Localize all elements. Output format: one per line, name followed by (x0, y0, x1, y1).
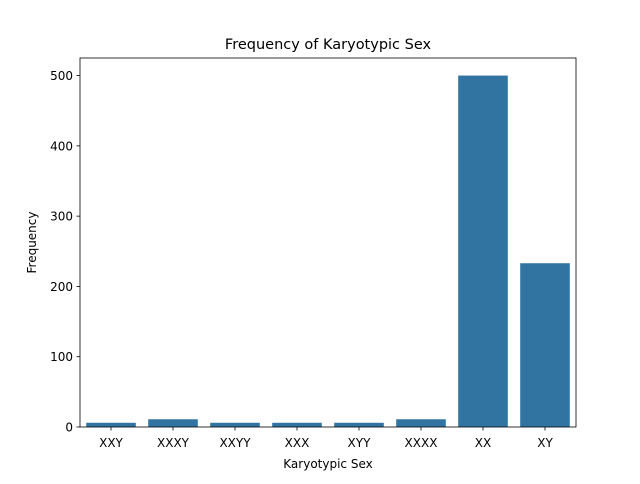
bars-group (86, 75, 570, 427)
y-tick-label: 500 (50, 69, 73, 83)
x-tick-label: XXX (285, 436, 310, 450)
x-tick-label: XY (537, 436, 553, 450)
bar-xy (520, 263, 570, 427)
y-tick-label: 0 (65, 421, 73, 435)
bar-xxyy (210, 422, 260, 427)
x-axis-label: Karyotypic Sex (283, 457, 372, 471)
x-tick-label: XXXX (405, 436, 438, 450)
chart-title: Frequency of Karyotypic Sex (225, 37, 432, 53)
bar-xxx (272, 422, 322, 427)
x-axis-ticks: XXY XXXY XXYY XXX XYY XXXX XX XY (99, 427, 553, 450)
y-axis-label: Frequency (25, 212, 39, 274)
x-tick-label: XXXY (157, 436, 190, 450)
x-tick-label: XXYY (219, 436, 251, 450)
y-tick-label: 100 (50, 350, 73, 364)
bar-xx (458, 75, 508, 427)
x-tick-label: XYY (348, 436, 372, 450)
bar-xxy (86, 422, 136, 427)
plot-frame (79, 57, 577, 428)
x-tick-label: XXY (99, 436, 123, 450)
bar-xxxx (396, 419, 446, 427)
y-tick-label: 300 (50, 210, 73, 224)
bar-xxxy (148, 419, 198, 427)
x-tick-label: XX (475, 436, 491, 450)
y-tick-label: 400 (50, 139, 73, 153)
y-axis-ticks: 0 100 200 300 400 500 (50, 69, 80, 435)
bar-xyy (334, 422, 384, 427)
y-tick-label: 200 (50, 280, 73, 294)
